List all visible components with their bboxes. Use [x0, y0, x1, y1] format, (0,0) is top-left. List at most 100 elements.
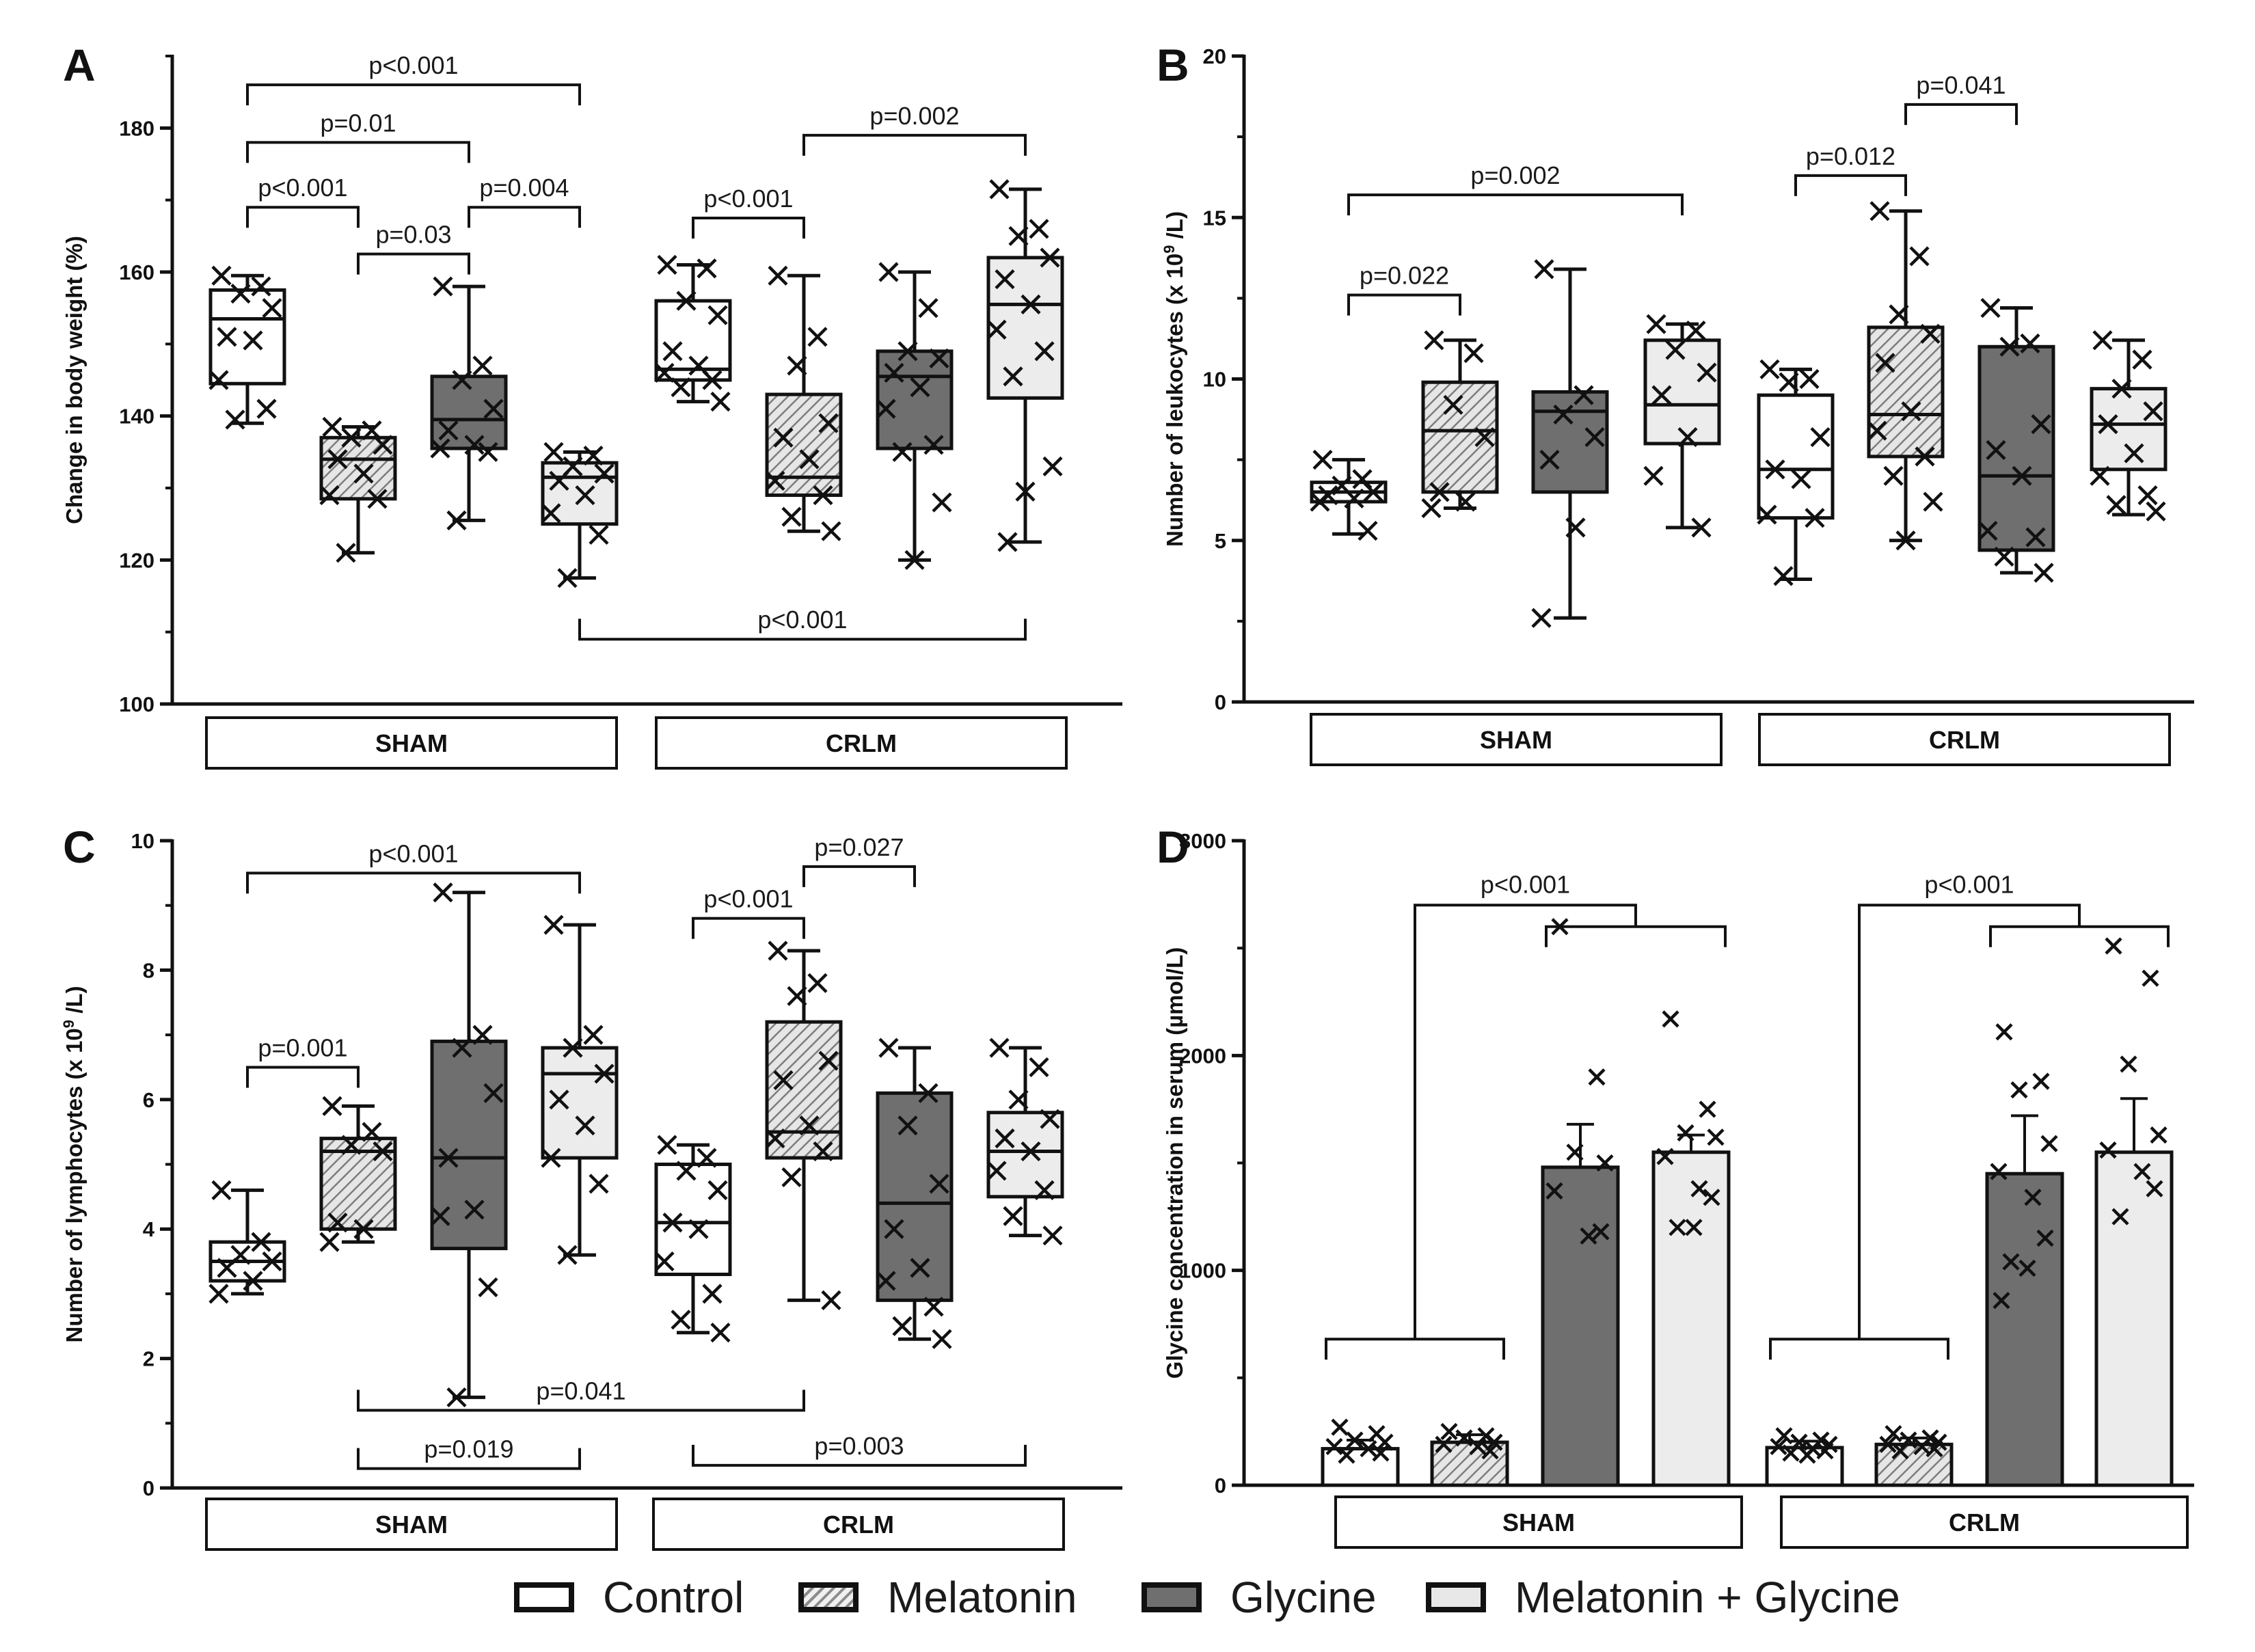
group-label-crlm: CRLM: [1949, 1508, 2020, 1536]
data-point: [2036, 1229, 2054, 1247]
data-point-stroke: [995, 269, 1015, 290]
panel-c: C 0 2 4 6 8 10 Number of lymphocytes (x 109 /L)…: [60, 822, 1122, 1551]
data-point-stroke: [657, 254, 677, 275]
data-point-stroke: [1596, 1154, 1614, 1172]
box-sham-melatonin: [319, 1096, 397, 1252]
bar-rect: [1874, 1442, 1954, 1487]
panel-letter-d: D: [1157, 822, 1189, 872]
y-axis-label: Number of lymphocytes (x 109 /L): [60, 986, 87, 1342]
data-point: [929, 348, 949, 368]
box-crlm-melgly: [2090, 330, 2168, 522]
data-point-stroke: [2098, 414, 2118, 435]
bracket-line: [578, 619, 1027, 641]
box-crlm-control: [654, 254, 732, 412]
data-point: [1474, 426, 1495, 448]
data-point-stroke: [1677, 1124, 1694, 1142]
data-point-stroke: [1325, 1437, 1343, 1456]
data-point-stroke: [1021, 1141, 1041, 1162]
group-label-crlm: CRLM: [826, 729, 897, 757]
data-point: [1703, 1189, 1720, 1206]
box-iqr: [1977, 344, 2055, 552]
data-point-stroke: [1474, 426, 1495, 448]
data-point-stroke: [1909, 246, 1930, 267]
bracket-line: [1904, 103, 2018, 125]
box-sham-melgly: [541, 915, 619, 1265]
data-point: [353, 1219, 374, 1239]
p-value-label: p=0.041: [1916, 71, 2006, 99]
data-point-stroke: [1883, 465, 1904, 486]
significance-bracket: p=0.003: [692, 1432, 1027, 1467]
data-point-stroke: [662, 341, 683, 362]
data-point-stroke: [768, 265, 788, 286]
data-point: [1008, 1089, 1029, 1110]
data-point-stroke: [2146, 501, 2166, 522]
data-point: [341, 427, 362, 448]
data-point: [2099, 1141, 2117, 1159]
y-axis-label: Change in body weight (%): [62, 236, 87, 524]
data-point-stroke: [225, 409, 245, 430]
data-point-stroke: [1900, 1431, 1917, 1449]
data-point-stroke: [765, 1128, 785, 1149]
data-point-stroke: [478, 1277, 498, 1298]
data-point-stroke: [362, 1122, 382, 1142]
data-point-stroke: [208, 370, 229, 390]
data-point: [483, 1083, 504, 1103]
data-point: [262, 298, 282, 319]
y-axis-label: Glycine concentration in serum (µmol/L): [1162, 947, 1187, 1379]
data-point-stroke: [697, 1148, 717, 1168]
data-point-stroke: [327, 449, 348, 470]
data-point-stroke: [1463, 343, 1484, 364]
data-point: [322, 416, 342, 437]
data-point-stroke: [1869, 201, 1890, 221]
data-point-stroke: [1690, 1180, 1708, 1197]
data-point-stroke: [1889, 304, 1909, 325]
data-point: [707, 305, 728, 325]
p-value-label: p=0.002: [869, 102, 959, 130]
legend-item-melatonin: Melatonin: [798, 1572, 1077, 1623]
data-point-stroke: [256, 398, 277, 419]
data-point-stroke: [1029, 1057, 1049, 1078]
data-point-stroke: [876, 398, 896, 419]
data-point-stroke: [2099, 1141, 2117, 1159]
data-point: [2012, 465, 2032, 486]
data-point-stroke: [1368, 1424, 1386, 1443]
data-point: [884, 1219, 904, 1239]
legend-swatch-melatonin-glycine: [1426, 1582, 1486, 1612]
data-point-stroke: [2040, 1135, 2058, 1152]
data-point-stroke: [989, 1038, 1010, 1058]
data-point: [910, 1258, 930, 1278]
data-point: [583, 446, 604, 466]
data-point: [1553, 404, 1574, 425]
data-point-stroke: [2137, 485, 2158, 506]
data-point: [557, 1245, 578, 1265]
data-point-stroke: [1816, 1442, 1834, 1460]
p-value-label: p=0.004: [479, 174, 569, 202]
significance-bracket: p=0.022: [1347, 262, 1461, 316]
data-point-stroke: [262, 298, 282, 319]
data-point-stroke: [799, 1115, 820, 1136]
data-point-stroke: [2133, 1163, 2151, 1180]
group-box-sham: [1334, 1495, 1743, 1549]
data-point-stroke: [438, 420, 459, 441]
data-point-stroke: [1993, 1292, 2010, 1310]
y-tick-label: 100: [119, 692, 154, 716]
data-point-stroke: [1686, 321, 1706, 341]
data-point-stroke: [697, 258, 717, 279]
data-point-stroke: [217, 1258, 237, 1278]
data-point: [662, 341, 683, 362]
data-point: [1042, 456, 1063, 476]
data-point-stroke: [1363, 482, 1383, 502]
data-point: [2090, 465, 2110, 486]
group-label-sham: SHAM: [375, 729, 448, 757]
data-point: [1805, 508, 1825, 528]
legend-item-melatonin-glycine: Melatonin + Glycine: [1426, 1572, 1900, 1623]
data-point: [1779, 372, 1799, 392]
data-point: [362, 1122, 382, 1142]
significance-bracket: p=0.027: [802, 833, 916, 887]
data-point: [225, 409, 245, 430]
data-point-stroke: [243, 330, 263, 351]
data-point-stroke: [807, 327, 828, 347]
data-point-stroke: [373, 435, 393, 455]
legend-label-control: Control: [603, 1573, 744, 1622]
legend-item-control: Control: [514, 1572, 744, 1623]
